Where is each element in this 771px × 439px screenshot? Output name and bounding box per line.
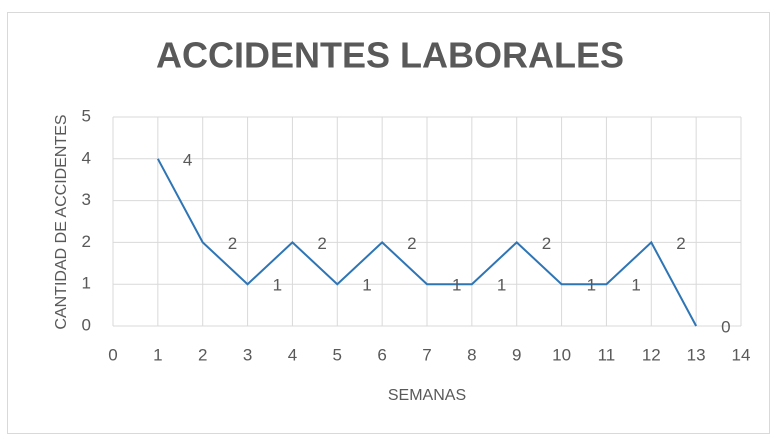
data-label: 2 — [407, 234, 416, 253]
series-line — [156, 158, 698, 327]
y-tick-label: 1 — [82, 274, 91, 293]
data-label: 2 — [317, 234, 326, 253]
x-tick-label: 1 — [153, 345, 162, 364]
data-label: 0 — [721, 317, 730, 336]
data-label: 1 — [452, 276, 461, 295]
x-tick-label: 0 — [108, 345, 117, 364]
data-label: 2 — [228, 234, 237, 253]
data-label: 1 — [587, 276, 596, 295]
x-tick-label: 9 — [512, 345, 521, 364]
data-label: 1 — [497, 276, 506, 295]
x-tick-label: 13 — [687, 345, 706, 364]
data-label: 1 — [631, 276, 640, 295]
chart-border — [7, 12, 770, 434]
x-tick-label: 8 — [467, 345, 476, 364]
chart-title: ACCIDENTES LABORALES — [156, 35, 624, 76]
x-axis-label: SEMANAS — [388, 387, 466, 404]
x-tick-label: 6 — [377, 345, 386, 364]
x-tick-label: 7 — [422, 345, 431, 364]
x-tick-label: 5 — [333, 345, 342, 364]
x-tick-label: 12 — [642, 345, 661, 364]
data-label: 2 — [542, 234, 551, 253]
y-tick-label: 5 — [82, 106, 91, 125]
y-axis-label: CANTIDAD DE ACCIDENTES — [53, 114, 70, 329]
x-tick-label: 2 — [198, 345, 207, 364]
y-tick-label: 2 — [82, 232, 91, 251]
x-tick-label: 4 — [288, 345, 297, 364]
y-tick-label: 0 — [82, 315, 91, 334]
data-label: 1 — [362, 276, 371, 295]
x-tick-label: 14 — [732, 345, 751, 364]
data-label: 4 — [183, 150, 192, 169]
data-label: 1 — [273, 276, 282, 295]
x-tick-label: 3 — [243, 345, 252, 364]
y-tick-label: 4 — [82, 148, 91, 167]
data-label: 2 — [676, 234, 685, 253]
x-tick-label: 10 — [552, 345, 571, 364]
x-tick-label: 11 — [598, 345, 616, 364]
y-tick-label: 3 — [82, 190, 91, 209]
